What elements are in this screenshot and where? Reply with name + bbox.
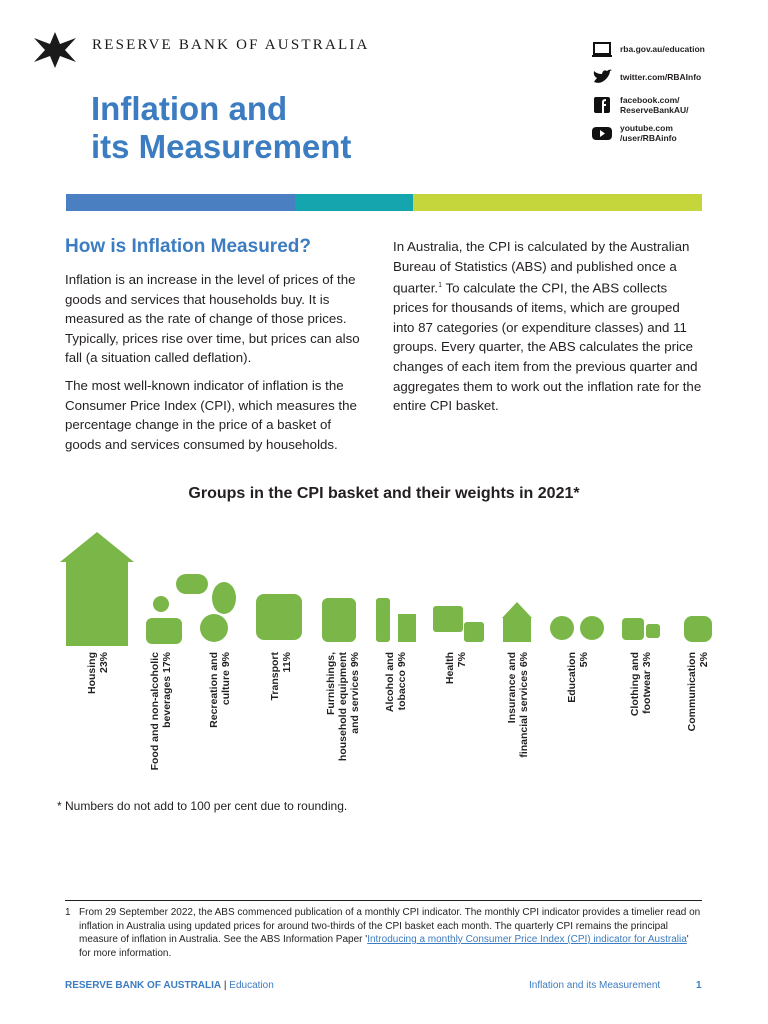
text: ' for more information. <box>79 934 689 959</box>
logo <box>34 32 76 68</box>
link-line: ReserveBankAU/ <box>620 105 689 115</box>
social-link[interactable]: rba.gov.au/education <box>592 36 705 62</box>
link-text: youtube.com/user/RBAinfo <box>620 123 677 143</box>
group-label: household equipment <box>337 652 349 762</box>
group-label: 23% <box>98 651 110 673</box>
group-label: Recreation and <box>208 652 220 728</box>
link-text: facebook.com/ReserveBankAU/ <box>620 95 689 115</box>
text: In Australia, the CPI is calculated by t… <box>393 239 690 296</box>
infographic-note: * Numbers do not add to 100 per cent due… <box>57 799 348 813</box>
text: To calculate the CPI, the ABS collects p… <box>393 280 702 414</box>
paragraph: Inflation is an increase in the level of… <box>65 272 360 366</box>
link-line: /user/RBAinfo <box>620 133 677 143</box>
footnote-text: From 29 September 2022, the ABS commence… <box>79 906 702 960</box>
group-label: and services 9% <box>349 651 361 733</box>
section-heading: How is Inflation Measured? <box>65 236 311 257</box>
group-label: Housing <box>86 652 98 694</box>
title-line: Inflation and <box>91 90 288 127</box>
group-label: Alcohol and <box>384 652 396 712</box>
footnote: 1 From 29 September 2022, the ABS commen… <box>65 906 702 960</box>
group-label: 5% <box>578 651 590 667</box>
social-icon <box>593 69 612 83</box>
link-line: facebook.com/ <box>620 95 680 105</box>
stripe <box>295 194 413 211</box>
link-line: youtube.com <box>620 123 673 133</box>
social-icon <box>592 42 612 57</box>
title-line: its Measurement <box>91 128 352 165</box>
footnote-number: 1 <box>65 907 71 918</box>
group-label: Clothing and <box>629 652 641 716</box>
group-label: Health <box>444 652 456 684</box>
group-label: tobacco 9% <box>396 651 408 710</box>
group-label: financial services 6% <box>518 651 530 757</box>
footer-page: 1 <box>696 980 702 991</box>
text: From 29 September 2022, the ABS commence… <box>79 907 701 945</box>
social-link[interactable]: youtube.com/user/RBAinfo <box>592 120 705 146</box>
left-column: Inflation is an increase in the level of… <box>65 270 365 462</box>
social-link[interactable]: facebook.com/ReserveBankAU/ <box>592 92 705 118</box>
footer-doc: Inflation and its Measurement <box>529 980 661 991</box>
social-icon <box>594 97 610 113</box>
footer-separator: | <box>223 980 227 991</box>
group-label: 2% <box>698 651 710 667</box>
group-label: Food and non-alcoholic <box>149 652 161 771</box>
stripe <box>413 194 702 211</box>
group-label: Transport <box>269 652 281 701</box>
right-column: In Australia, the CPI is calculated by t… <box>393 237 703 424</box>
group-label: Furnishings, <box>325 652 337 715</box>
footer-section: Education <box>229 980 274 991</box>
stripe <box>66 194 295 211</box>
group-label: Education <box>566 652 578 703</box>
paragraph: The most well-known indicator of inflati… <box>65 377 357 452</box>
footer-left: RESERVE BANK OF AUSTRALIA | Education <box>65 980 274 991</box>
link-line: twitter.com/RBAInfo <box>620 72 702 82</box>
group-label: Insurance and <box>506 652 518 723</box>
group-label: Communication <box>686 652 698 731</box>
footnote-rule <box>65 900 702 901</box>
social-links: rba.gov.au/education twitter.com/RBAInfo f… <box>592 36 705 148</box>
social-icon <box>592 127 612 140</box>
social-link[interactable]: twitter.com/RBAInfo <box>592 64 705 90</box>
link-text: twitter.com/RBAInfo <box>620 72 701 82</box>
group-label: 7% <box>456 651 468 667</box>
group-label: 11% <box>281 651 293 672</box>
paragraph: In Australia, the CPI is calculated by t… <box>393 237 703 416</box>
icons <box>60 532 712 646</box>
link-line: rba.gov.au/education <box>620 44 705 54</box>
footnote-ref: 1 <box>438 282 442 290</box>
group-label: beverages 17% <box>161 651 173 728</box>
group-label: culture 9% <box>220 651 232 705</box>
infographic: Housing 23% Food and non-alcoholic beverage… <box>60 532 712 771</box>
link-text: rba.gov.au/education <box>620 44 705 54</box>
infographic-title: Groups in the CPI basket and their weigh… <box>188 485 580 502</box>
org-name: RESERVE BANK OF AUSTRALIA <box>92 37 370 53</box>
group-label: footwear 3% <box>641 651 653 714</box>
footnote-link[interactable]: Introducing a monthly Consumer Price Ind… <box>367 934 687 945</box>
doc-title: Inflation and its Measurement <box>91 90 351 166</box>
footer-org: RESERVE BANK OF AUSTRALIA <box>65 980 222 991</box>
